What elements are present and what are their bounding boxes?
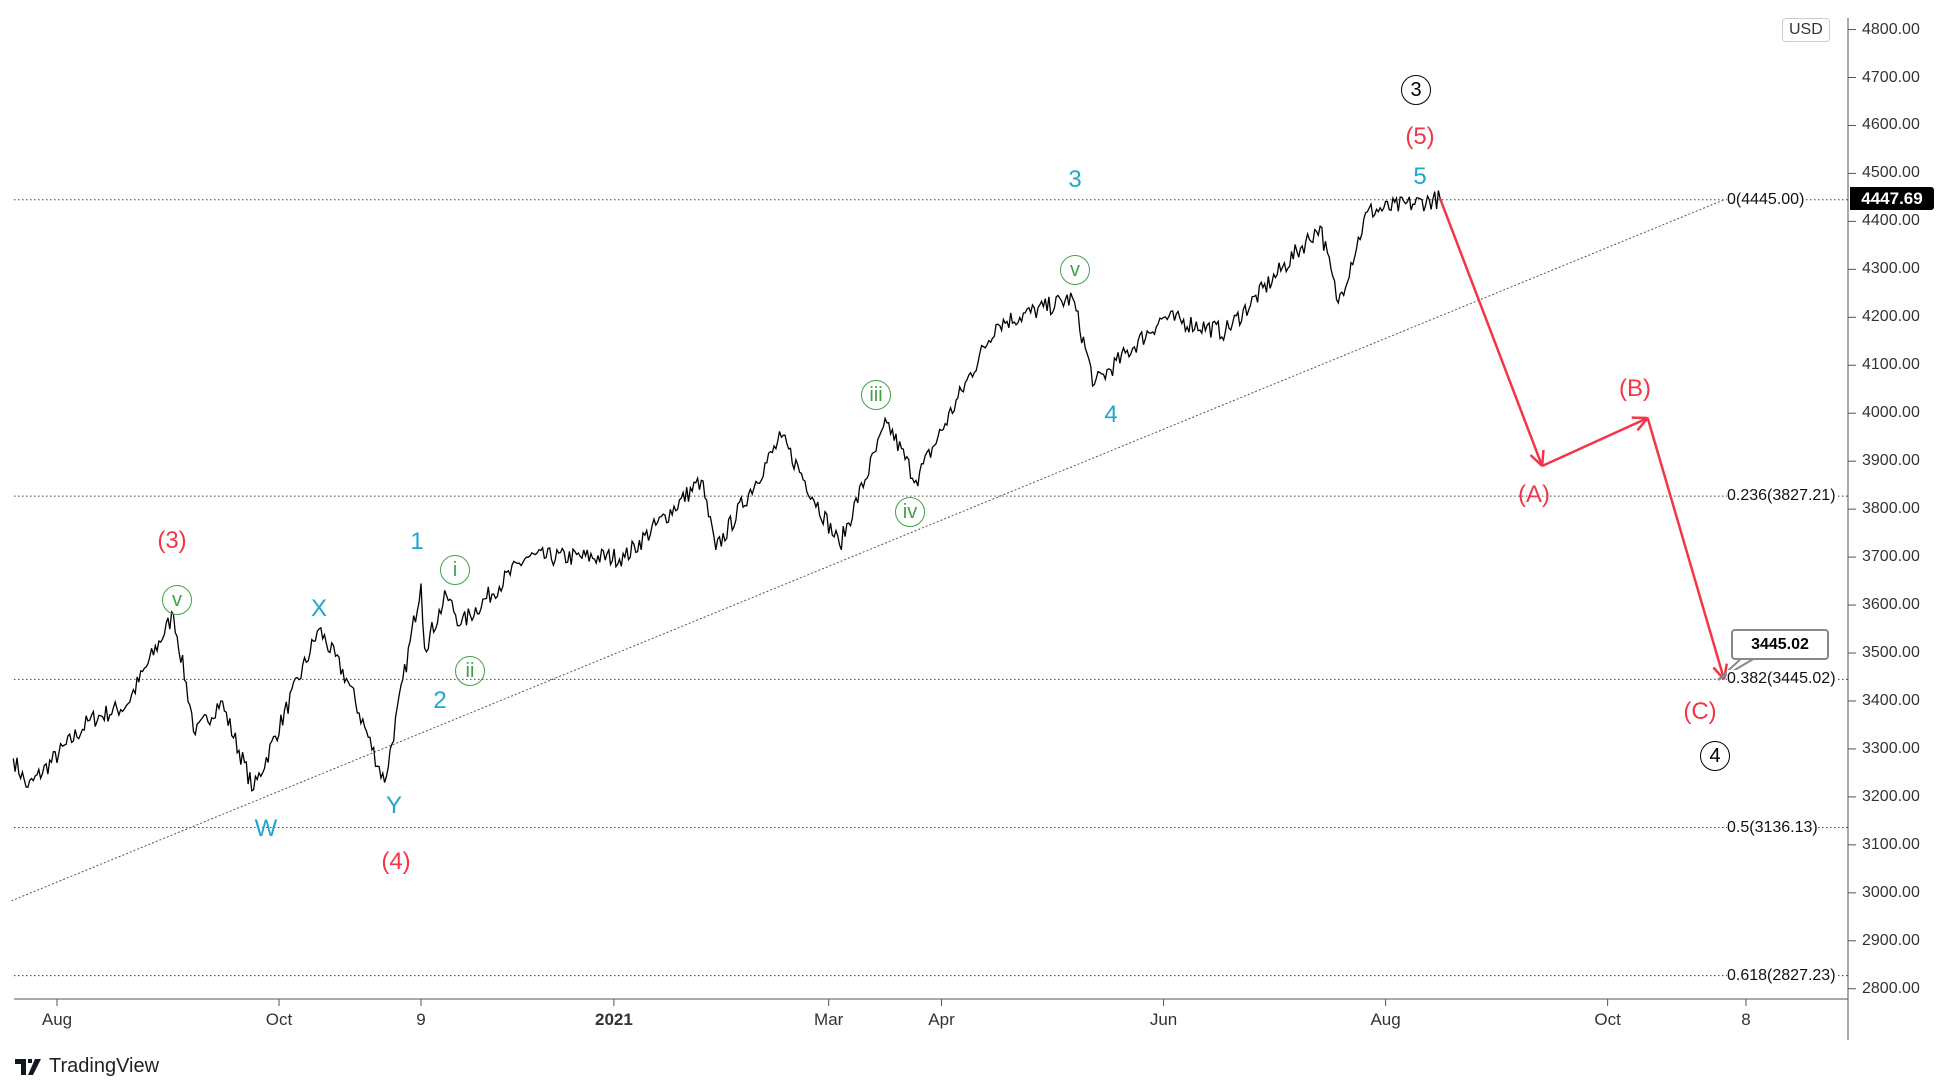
fib-level-label: 0.236(3827.21)	[1727, 487, 1836, 506]
wave-label[interactable]: Y	[385, 792, 403, 819]
wave-label[interactable]: iii	[861, 380, 891, 410]
trendline	[11, 199, 1725, 902]
wave-label[interactable]: 3	[1401, 75, 1431, 105]
price-tick-label: 3100.00	[1862, 835, 1920, 853]
price-axis-ticks	[1848, 29, 1856, 990]
wave-label[interactable]: (5)	[1405, 123, 1435, 150]
wave-label[interactable]: 5	[1413, 163, 1427, 190]
price-tick-label: 3000.00	[1862, 883, 1920, 901]
price-tick-label: 3400.00	[1862, 691, 1920, 709]
wave-label[interactable]: (B)	[1619, 375, 1651, 402]
time-tick-label: Oct	[1594, 1010, 1621, 1029]
wave-label[interactable]: ii	[455, 656, 485, 686]
wave-label[interactable]: iv	[895, 497, 925, 527]
wave-label[interactable]: 4	[1104, 401, 1118, 428]
fib-level-label: 0(4445.00)	[1727, 190, 1805, 209]
time-tick-label: 8	[1741, 1010, 1751, 1029]
price-tick-label: 4800.00	[1862, 20, 1920, 38]
time-tick-label: Apr	[928, 1010, 955, 1029]
arrowhead	[1636, 417, 1649, 432]
fib-level-label: 0.618(2827.23)	[1727, 966, 1836, 985]
time-tick-label: Aug	[1370, 1010, 1401, 1029]
projection-leg	[1541, 416, 1649, 468]
wave-label[interactable]: (4)	[381, 848, 411, 875]
price-series	[12, 190, 1441, 792]
price-tick-label: 3600.00	[1862, 596, 1920, 614]
tradingview-logo[interactable]: TradingView	[15, 1055, 159, 1078]
price-tick-label: 4500.00	[1862, 164, 1920, 182]
price-tick-label: 4300.00	[1862, 260, 1920, 278]
wave-label[interactable]: (C)	[1683, 698, 1717, 725]
time-tick-label: 2021	[594, 1010, 633, 1029]
time-tick-label: Oct	[265, 1010, 293, 1029]
wave-label[interactable]: i	[440, 555, 470, 585]
wave-label[interactable]: 4	[1700, 741, 1730, 771]
price-tick-label: 4200.00	[1862, 308, 1920, 326]
target-callout: 3445.02	[1731, 629, 1829, 660]
tradingview-logo-icon	[15, 1058, 41, 1075]
projection-arrows	[1439, 198, 1728, 681]
projection-leg	[1439, 198, 1544, 467]
wave-label[interactable]: 1	[410, 528, 424, 555]
time-tick-label: Aug	[41, 1010, 73, 1029]
time-tick-label: Jun	[1149, 1010, 1178, 1029]
price-tick-label: 4000.00	[1862, 404, 1920, 422]
wave-label[interactable]: (A)	[1518, 481, 1550, 508]
currency-badge[interactable]: USD	[1782, 18, 1830, 42]
price-tick-label: 2800.00	[1862, 979, 1920, 997]
brand-name: TradingView	[49, 1055, 160, 1077]
fib-level-label: 0.5(3136.13)	[1727, 818, 1818, 837]
time-axis-ticks	[56, 999, 1747, 1006]
price-tick-label: 4400.00	[1862, 212, 1920, 230]
price-tick-label: 4100.00	[1862, 356, 1920, 374]
fib-level-label: 0.382(3445.02)	[1727, 670, 1836, 689]
wave-label[interactable]: (3)	[157, 527, 187, 554]
price-tick-label: 3700.00	[1862, 548, 1920, 566]
arrowhead	[1529, 454, 1543, 467]
price-tick-label: 3300.00	[1862, 739, 1920, 757]
wave-label[interactable]: W	[254, 815, 278, 842]
wave-label[interactable]: X	[310, 595, 328, 622]
price-tick-label: 3500.00	[1862, 644, 1920, 662]
wave-label[interactable]: 3	[1068, 166, 1082, 193]
price-tick-label: 3800.00	[1862, 500, 1920, 518]
last-price-tag: 4447.69	[1850, 187, 1934, 210]
price-tick-label: 3200.00	[1862, 787, 1920, 805]
fib-lines	[14, 199, 1848, 977]
arrowhead	[1540, 449, 1545, 467]
wave-label[interactable]: v	[162, 585, 192, 615]
price-tick-label: 2900.00	[1862, 931, 1920, 949]
wave-label[interactable]: 2	[433, 687, 447, 714]
wave-label[interactable]: v	[1060, 255, 1090, 285]
price-tick-label: 3900.00	[1862, 452, 1920, 470]
projection-leg	[1646, 417, 1726, 680]
price-tick-label: 4700.00	[1862, 68, 1920, 86]
time-tick-label: 9	[416, 1010, 426, 1029]
time-tick-label: Mar	[814, 1010, 844, 1029]
price-tick-label: 4600.00	[1862, 116, 1920, 134]
